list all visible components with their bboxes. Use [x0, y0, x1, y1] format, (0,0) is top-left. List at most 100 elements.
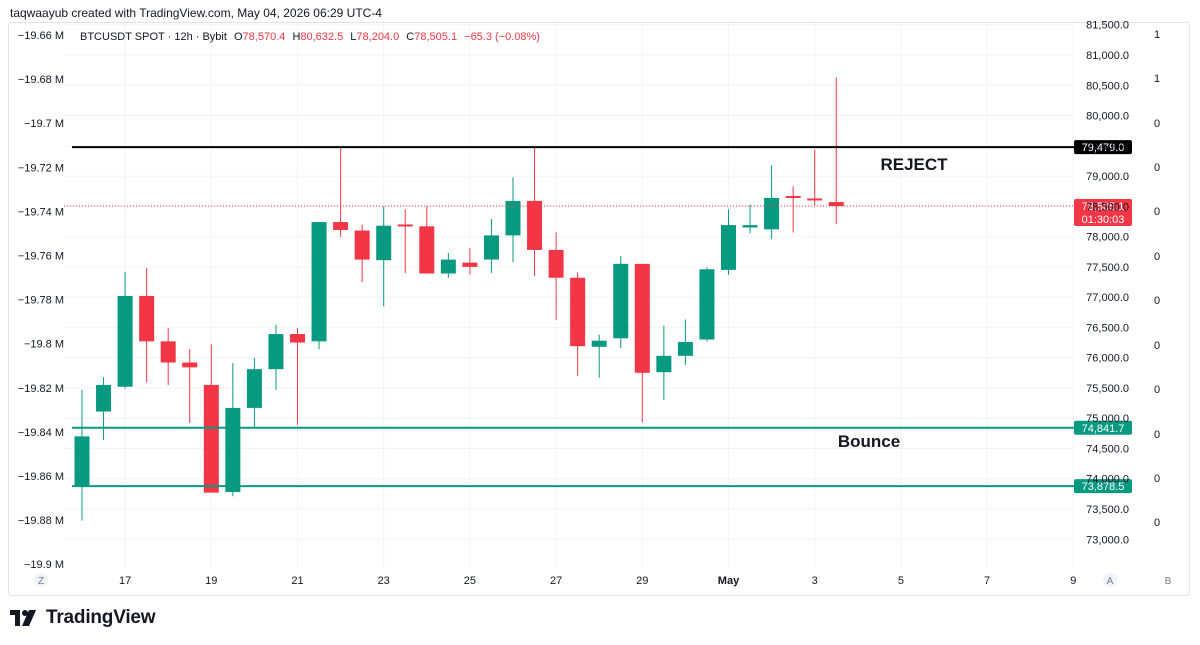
- chart-annotation: Bounce: [838, 432, 900, 451]
- price-tick-label: 74,000.0: [1086, 474, 1129, 486]
- price-tick-label: 78,500.0: [1086, 201, 1129, 213]
- tradingview-logo-icon: [10, 610, 36, 626]
- candle-body: [483, 235, 499, 260]
- price-tick-label: 80,000.0: [1086, 111, 1129, 123]
- x-axis-label: 29: [636, 575, 648, 587]
- x-axis-label: 7: [984, 575, 990, 587]
- candle-body: [807, 198, 823, 201]
- price-tick-label: 77,500.0: [1086, 262, 1129, 274]
- x-axis-label: 27: [550, 575, 562, 587]
- tradingview-logo[interactable]: TradingView: [10, 606, 156, 630]
- price-tick-label: 75,000.0: [1086, 413, 1129, 425]
- chart-frame: [8, 22, 1190, 596]
- chart-credit: taqwaayub created with TradingView.com, …: [10, 6, 382, 20]
- candle-body: [527, 200, 543, 250]
- far-right-axis-label: 0: [1154, 473, 1160, 485]
- x-axis-label: May: [718, 575, 740, 587]
- level-price-label: 73,878.5: [1082, 481, 1125, 493]
- far-right-axis-label: 0: [1154, 251, 1160, 263]
- left-axis-label: −19.86 M: [18, 471, 64, 483]
- far-right-axis-label: 0: [1154, 118, 1160, 130]
- candle-body: [656, 355, 672, 373]
- candle-body: [397, 224, 413, 227]
- candle-body: [570, 277, 586, 347]
- left-axis-label: −19.76 M: [18, 251, 64, 263]
- left-axis-label: −19.7 M: [24, 118, 64, 130]
- high-label: H: [292, 31, 301, 43]
- high-value: 80,632.5: [300, 31, 344, 43]
- left-axis-label: −19.8 M: [24, 339, 64, 351]
- open-label: O: [233, 31, 243, 43]
- x-axis-label: 3: [812, 575, 818, 587]
- candle-body: [203, 384, 219, 493]
- candle-body: [505, 200, 521, 236]
- x-axis-label: 19: [205, 575, 217, 587]
- candle-body: [764, 197, 780, 230]
- candle-body: [742, 225, 758, 228]
- candle-body: [376, 225, 392, 261]
- candle-body: [333, 222, 349, 230]
- candle-body: [785, 196, 801, 199]
- far-right-axis-label: 0: [1154, 340, 1160, 352]
- x-axis-label: 9: [1070, 575, 1076, 587]
- left-axis-label: −19.88 M: [18, 515, 64, 527]
- far-right-axis-label: 1: [1154, 73, 1160, 85]
- level-price-label: 74,841.7: [1082, 423, 1125, 435]
- left-axis-label: −19.68 M: [18, 74, 64, 86]
- far-right-axis-label: 0: [1154, 295, 1160, 307]
- candle-body: [548, 249, 564, 278]
- price-tick-label: 74,500.0: [1086, 443, 1129, 455]
- x-axis-label: 5: [898, 575, 904, 587]
- price-tick-label: 81,000.0: [1086, 50, 1129, 62]
- left-axis-label: −19.9 M: [24, 559, 64, 571]
- open-value: 78,570.4: [242, 31, 286, 43]
- x-axis-label: 23: [378, 575, 390, 587]
- candle-body: [462, 262, 478, 267]
- last-price-countdown: 01:30:03: [1082, 214, 1125, 226]
- axis-mode-a-button: [1103, 573, 1117, 587]
- level-price-label: 79,479.0: [1082, 142, 1125, 154]
- price-tick-label: 77,000.0: [1086, 292, 1129, 304]
- far-right-axis-label: 0: [1154, 429, 1160, 441]
- candle-body: [354, 230, 370, 260]
- candle-body: [634, 263, 650, 373]
- axis-corner-label-b: B: [1165, 576, 1172, 587]
- far-right-axis-label: 0: [1154, 206, 1160, 218]
- price-tick-label: 80,500.0: [1086, 80, 1129, 92]
- symbol-label[interactable]: BTCUSDT SPOT · 12h · Bybit: [80, 31, 227, 43]
- low-value: 78,204.0: [356, 31, 400, 43]
- price-tick-label: 73,500.0: [1086, 504, 1129, 516]
- candle-body: [160, 341, 176, 363]
- candle-body: [613, 263, 629, 339]
- x-axis-label: 17: [119, 575, 131, 587]
- candle-body: [246, 369, 262, 408]
- price-tick-label: 78,000.0: [1086, 232, 1129, 244]
- candle-body: [591, 340, 607, 347]
- candle-body: [828, 202, 844, 207]
- candle-body: [268, 334, 284, 370]
- candle-body: [290, 334, 305, 343]
- far-right-axis-label: 1: [1154, 29, 1160, 41]
- x-axis-label: 21: [291, 575, 303, 587]
- level-price-tag: [1074, 479, 1132, 494]
- level-price-tag: [1074, 140, 1132, 155]
- symbol-legend: BTCUSDT SPOT · 12h · Bybit O78,570.4 H80…: [80, 31, 540, 43]
- candle-body: [117, 295, 133, 387]
- last-price-label: 78,505.1: [1082, 201, 1125, 213]
- axis-corner-label-a: A: [1107, 576, 1114, 587]
- left-axis-label: −19.78 M: [18, 295, 64, 307]
- close-label: C: [406, 31, 415, 43]
- left-axis-label: −19.74 M: [18, 206, 64, 218]
- low-label: L: [350, 31, 357, 43]
- tradingview-logo-text: TradingView: [46, 607, 156, 628]
- left-axis-label: −19.66 M: [18, 30, 64, 42]
- candle-body: [311, 222, 327, 342]
- close-value: 78,505.1: [414, 31, 458, 43]
- candle-body: [419, 226, 435, 274]
- price-tick-label: 81,500.0: [1086, 20, 1129, 32]
- price-tick-label: 75,500.0: [1086, 383, 1129, 395]
- candle-body: [74, 436, 90, 487]
- last-price-tag: [1074, 199, 1132, 227]
- far-right-axis-label: 0: [1154, 162, 1160, 174]
